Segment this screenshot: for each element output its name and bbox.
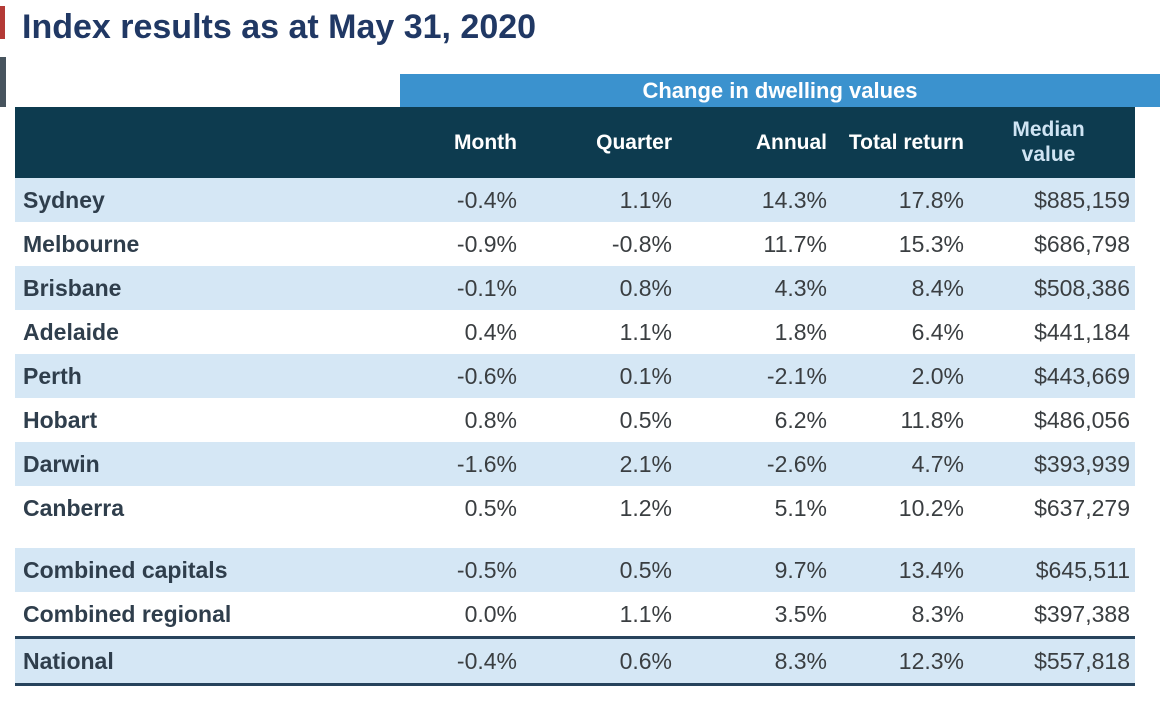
- table-row-brisbane: Brisbane -0.1% 0.8% 4.3% 8.4% $508,386: [15, 266, 1135, 310]
- region-label: Hobart: [23, 406, 98, 433]
- group-header-band: Change in dwelling values: [400, 74, 1160, 107]
- median-value: $508,386: [1034, 274, 1130, 301]
- screen-edge-artifact-red: [0, 6, 5, 39]
- total-return-value: 8.4%: [911, 274, 964, 301]
- total-return-value: 10.2%: [898, 494, 964, 521]
- median-value: $557,818: [1034, 647, 1130, 674]
- month-value: 0.5%: [464, 494, 517, 521]
- quarter-value: 0.5%: [619, 406, 672, 433]
- table-row-sydney: Sydney -0.4% 1.1% 14.3% 17.8% $885,159: [15, 178, 1135, 222]
- header-cell-month: Month: [454, 130, 517, 154]
- median-value: $443,669: [1034, 362, 1130, 389]
- total-return-value: 2.0%: [911, 362, 964, 389]
- header-cell-quarter: Quarter: [596, 130, 672, 154]
- header-cell-median-value-label: Median value: [1012, 117, 1085, 166]
- annual-value: 4.3%: [774, 274, 827, 301]
- annual-value: 1.8%: [774, 318, 827, 345]
- annual-value: 3.5%: [774, 600, 827, 627]
- region-label: Brisbane: [23, 274, 122, 301]
- quarter-value: 2.1%: [619, 450, 672, 477]
- region-label: Canberra: [23, 494, 124, 521]
- quarter-value: 1.2%: [619, 494, 672, 521]
- quarter-value: -0.8%: [611, 230, 672, 257]
- table-row-hobart: Hobart 0.8% 0.5% 6.2% 11.8% $486,056: [15, 398, 1135, 442]
- table-body: Sydney -0.4% 1.1% 14.3% 17.8% $885,159 M…: [15, 178, 1135, 686]
- table-row-adelaide: Adelaide 0.4% 1.1% 1.8% 6.4% $441,184: [15, 310, 1135, 354]
- region-label: National: [23, 647, 114, 674]
- table-row-perth: Perth -0.6% 0.1% -2.1% 2.0% $443,669: [15, 354, 1135, 398]
- median-value: $686,798: [1034, 230, 1130, 257]
- median-value: $393,939: [1034, 450, 1130, 477]
- table-row-national: National -0.4% 0.6% 8.3% 12.3% $557,818: [15, 636, 1135, 686]
- annual-value: 11.7%: [763, 230, 827, 257]
- median-value: $645,511: [1035, 556, 1130, 583]
- annual-value: 6.2%: [774, 406, 827, 433]
- annual-value: 9.7%: [774, 556, 827, 583]
- header-cell-total-return: Total return: [848, 130, 964, 154]
- month-value: 0.0%: [464, 600, 517, 627]
- region-label: Melbourne: [23, 230, 140, 257]
- header-cell-annual: Annual: [755, 130, 827, 154]
- region-label: Combined capitals: [23, 556, 228, 583]
- total-return-value: 13.4%: [898, 556, 964, 583]
- total-return-value: 6.4%: [911, 318, 964, 345]
- region-label: Darwin: [23, 450, 100, 477]
- region-label: Combined regional: [23, 600, 232, 627]
- quarter-value: 1.1%: [619, 600, 672, 627]
- median-value: $397,388: [1034, 600, 1130, 627]
- month-value: -0.4%: [456, 647, 517, 674]
- quarter-value: 1.1%: [619, 186, 672, 213]
- annual-value: 8.3%: [774, 647, 827, 674]
- median-value: $441,184: [1034, 318, 1130, 345]
- region-label: Adelaide: [23, 318, 119, 345]
- quarter-value: 0.8%: [619, 274, 672, 301]
- median-value: $486,056: [1034, 406, 1130, 433]
- median-value: $637,279: [1034, 494, 1130, 521]
- region-label: Sydney: [23, 186, 105, 213]
- header-cell-median-value: Median value: [972, 118, 1135, 168]
- month-value: -0.4%: [456, 186, 517, 213]
- quarter-value: 1.1%: [619, 318, 672, 345]
- month-value: 0.4%: [464, 318, 517, 345]
- total-return-value: 11.8%: [900, 406, 964, 433]
- month-value: -0.5%: [456, 556, 517, 583]
- month-value: -0.9%: [456, 230, 517, 257]
- total-return-value: 17.8%: [898, 186, 964, 213]
- annual-value: -2.6%: [766, 450, 827, 477]
- total-return-value: 15.3%: [898, 230, 964, 257]
- screen-edge-artifact-slate: [0, 57, 6, 107]
- annual-value: 14.3%: [761, 186, 827, 213]
- table-row-melbourne: Melbourne -0.9% -0.8% 11.7% 15.3% $686,7…: [15, 222, 1135, 266]
- table-row-canberra: Canberra 0.5% 1.2% 5.1% 10.2% $637,279: [15, 486, 1135, 530]
- quarter-value: 0.5%: [619, 556, 672, 583]
- table-row-darwin: Darwin -1.6% 2.1% -2.6% 4.7% $393,939: [15, 442, 1135, 486]
- table-row-combined-capitals: Combined capitals -0.5% 0.5% 9.7% 13.4% …: [15, 548, 1135, 592]
- month-value: -0.6%: [456, 362, 517, 389]
- median-value: $885,159: [1034, 186, 1130, 213]
- group-header-label: Change in dwelling values: [642, 77, 918, 103]
- total-return-value: 12.3%: [898, 647, 964, 674]
- table-header-row: Month Quarter Annual Total return Median…: [15, 107, 1135, 178]
- annual-value: -2.1%: [766, 362, 827, 389]
- quarter-value: 0.6%: [619, 647, 672, 674]
- table-row-combined-regional: Combined regional 0.0% 1.1% 3.5% 8.3% $3…: [15, 592, 1135, 636]
- total-return-value: 4.7%: [911, 450, 964, 477]
- region-label: Perth: [23, 362, 82, 389]
- annual-value: 5.1%: [774, 494, 827, 521]
- month-value: -1.6%: [456, 450, 517, 477]
- month-value: 0.8%: [464, 406, 517, 433]
- total-return-value: 8.3%: [911, 600, 964, 627]
- section-spacer: [15, 530, 1135, 548]
- page-title: Index results as at May 31, 2020: [22, 8, 537, 46]
- quarter-value: 0.1%: [619, 362, 672, 389]
- month-value: -0.1%: [456, 274, 517, 301]
